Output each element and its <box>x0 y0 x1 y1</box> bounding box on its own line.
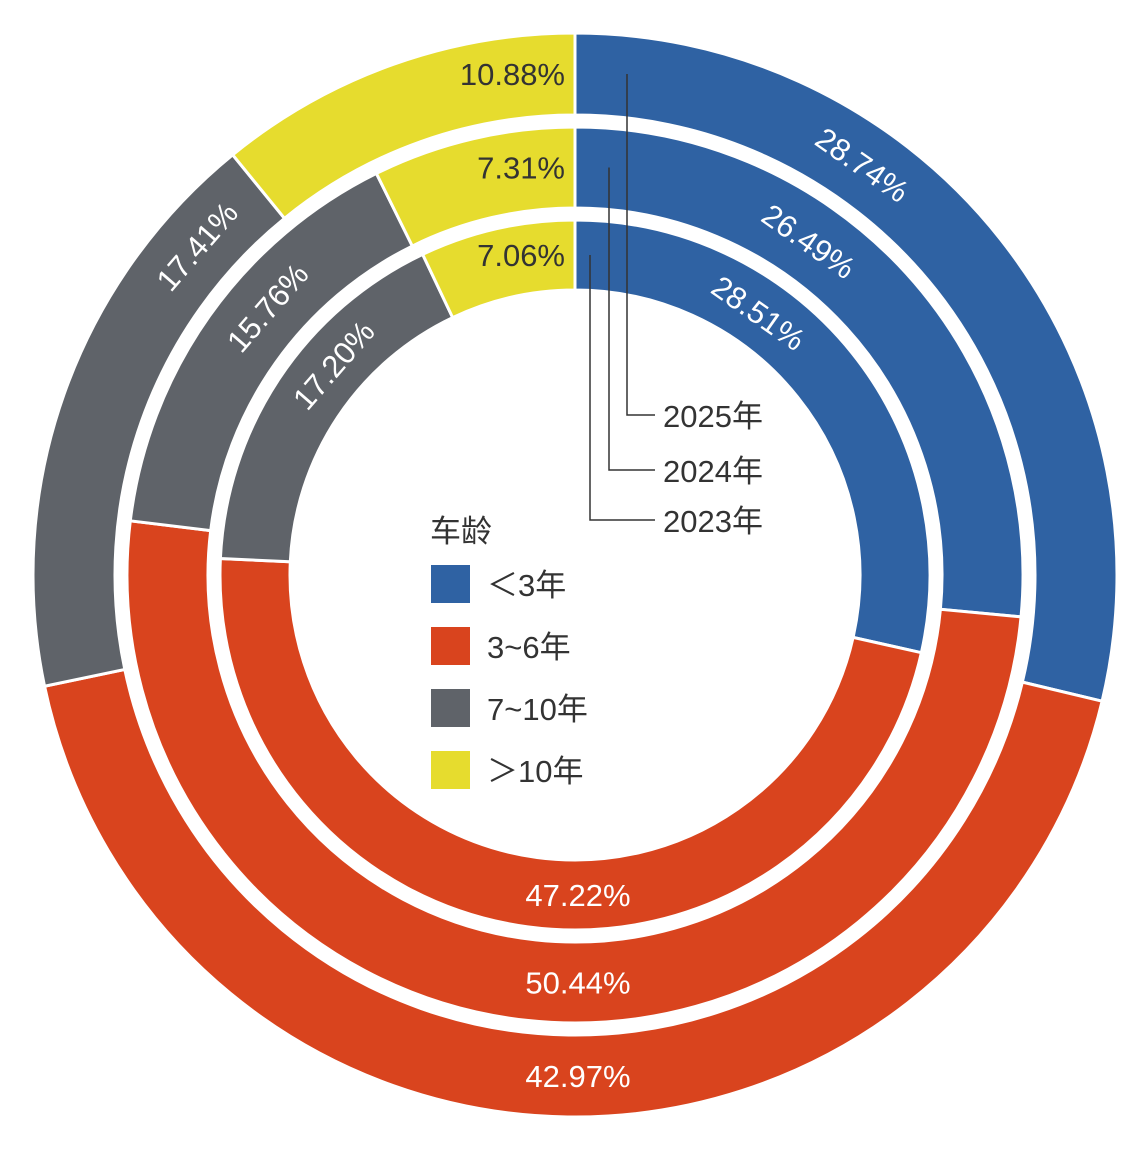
series-label: 2025年 <box>663 399 763 434</box>
legend-item: ＜3年 <box>487 568 566 603</box>
data-label: 7.06% <box>477 238 565 273</box>
leader-line <box>626 74 655 416</box>
ring-segment-2023年-1 <box>218 556 924 932</box>
ring-segment-2024年-3 <box>374 125 577 249</box>
data-label: 10.88% <box>460 57 565 92</box>
series-label: 2023年 <box>663 504 763 539</box>
legend-title: 车龄 <box>430 514 492 549</box>
ring-segment-2025年-3 <box>230 31 577 221</box>
ring-segment-2023年-3 <box>420 218 577 320</box>
data-label: 42.97% <box>525 1059 630 1094</box>
data-label: 7.31% <box>477 151 565 186</box>
series-label: 2024年 <box>663 454 763 489</box>
data-label: 47.22% <box>525 878 630 913</box>
legend: 车龄 ＜3年 3~6年 7~10年 ＞10年 <box>430 514 588 789</box>
legend-swatch <box>431 565 470 603</box>
legend-swatch <box>431 751 470 789</box>
leader-line <box>589 255 655 521</box>
legend-item: ＞10年 <box>487 754 583 789</box>
legend-item: 3~6年 <box>487 630 571 665</box>
legend-swatch <box>431 689 470 727</box>
legend-swatch <box>431 627 470 665</box>
legend-item: 7~10年 <box>487 692 588 727</box>
leader-line <box>608 167 655 471</box>
series-leaders: 2025年 2024年 2023年 <box>589 74 763 539</box>
ring-segment-2025年-1 <box>42 667 1104 1119</box>
ring-segment-2024年-1 <box>125 519 1023 1025</box>
rings <box>31 31 1119 1119</box>
data-label: 50.44% <box>525 966 630 1001</box>
